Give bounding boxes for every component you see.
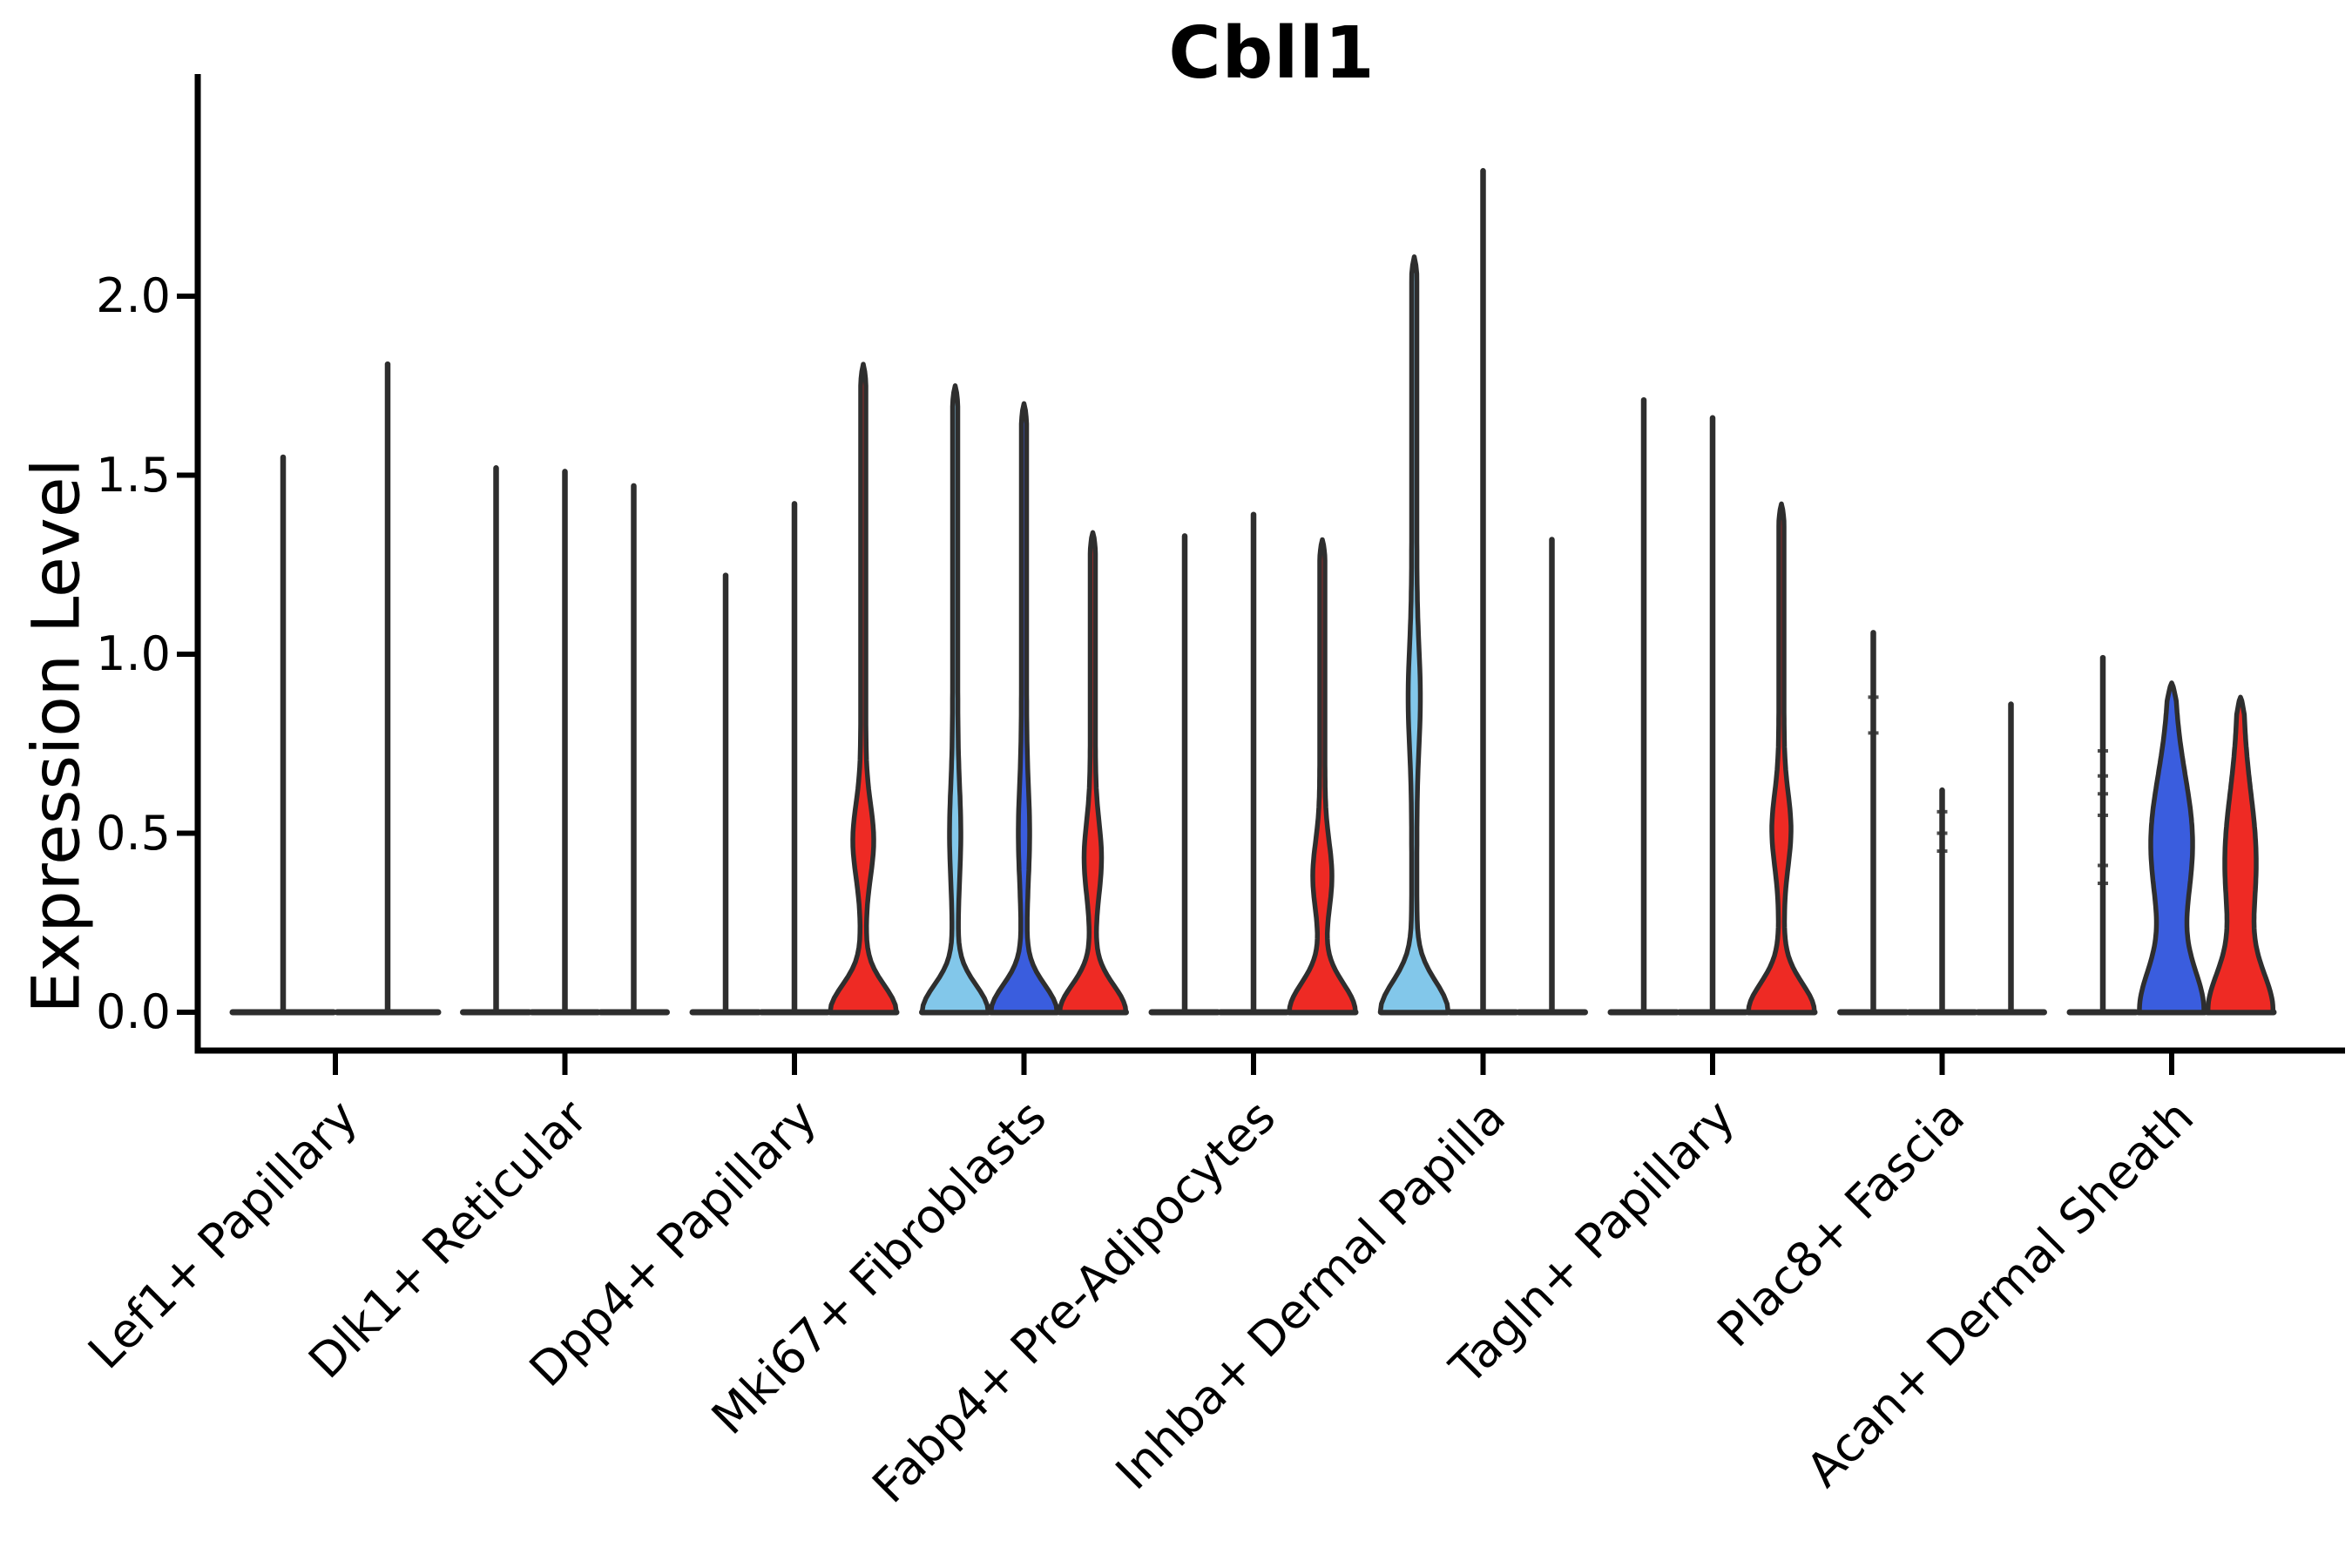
y-tick-label: 0.0 <box>96 984 171 1039</box>
chart-title: Cbll1 <box>1168 12 1375 95</box>
y-tick-label: 1.0 <box>96 626 171 681</box>
violin-light_blue <box>919 383 991 1015</box>
violin-dark_blue <box>988 401 1060 1015</box>
violin-red <box>1057 530 1129 1015</box>
violin-dark_blue <box>2137 680 2207 1015</box>
violin-red <box>1287 537 1358 1015</box>
violin-red <box>2205 694 2276 1015</box>
y-tick-label: 0.5 <box>96 805 171 861</box>
violin-red <box>828 362 899 1015</box>
y-tick-label: 1.5 <box>96 447 171 503</box>
violin-light_blue <box>1377 254 1451 1015</box>
y-axis-label: Expression Level <box>17 458 95 1014</box>
violin-red <box>1746 501 1817 1015</box>
y-tick-label: 2.0 <box>96 268 171 323</box>
